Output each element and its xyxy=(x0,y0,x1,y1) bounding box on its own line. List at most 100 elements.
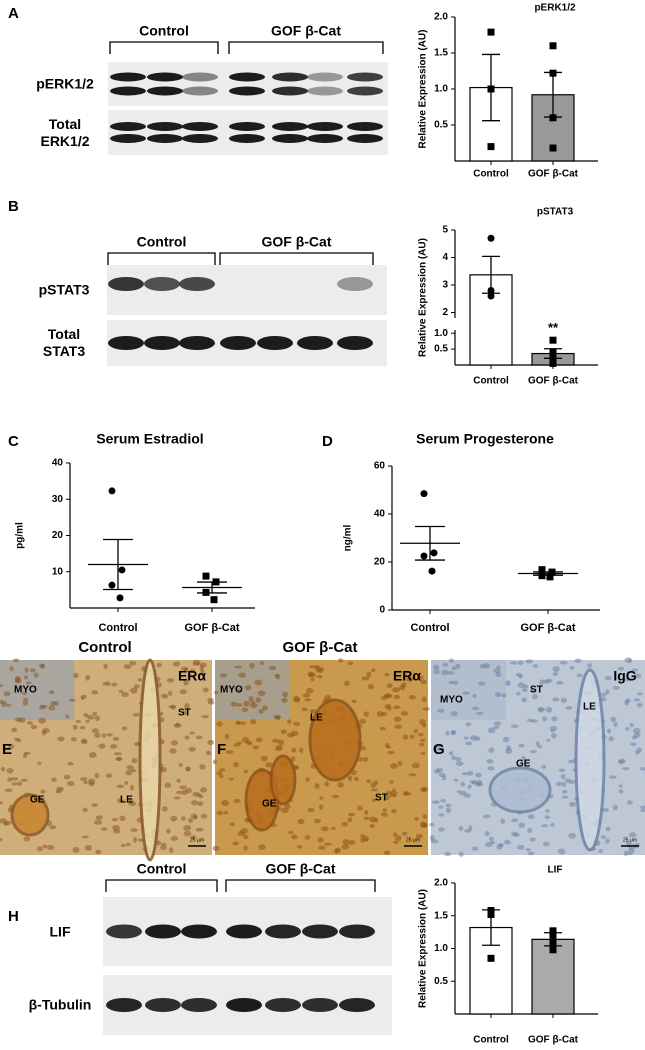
nucleus xyxy=(559,660,568,665)
nucleus xyxy=(556,680,564,685)
nucleus xyxy=(389,780,394,784)
nucleus xyxy=(170,815,178,822)
nucleus xyxy=(496,843,503,850)
nucleus xyxy=(610,716,617,723)
nucleus xyxy=(539,679,545,686)
nucleus xyxy=(555,781,563,787)
nucleus xyxy=(529,837,536,842)
nucleus xyxy=(254,679,263,686)
nucleus xyxy=(551,732,557,739)
nucleus xyxy=(23,675,29,680)
nucleus xyxy=(433,669,441,675)
blot-band xyxy=(182,86,218,96)
nucleus xyxy=(23,836,31,842)
nucleus xyxy=(633,698,640,702)
nucleus xyxy=(130,769,137,773)
data-point xyxy=(549,946,557,954)
nucleus xyxy=(386,683,393,689)
nucleus xyxy=(632,727,641,734)
blot-band xyxy=(307,72,343,82)
nucleus xyxy=(635,750,640,755)
nucleus xyxy=(216,721,223,727)
data-point xyxy=(487,85,495,93)
nucleus xyxy=(363,816,370,820)
nucleus xyxy=(629,722,634,728)
nucleus xyxy=(363,711,370,717)
nucleus xyxy=(81,835,89,839)
x-tick-label: GOF β-Cat xyxy=(528,1035,579,1046)
gland xyxy=(269,754,297,806)
nucleus xyxy=(86,715,95,720)
nucleus xyxy=(420,751,426,756)
nucleus xyxy=(505,748,513,754)
nucleus xyxy=(293,721,301,726)
nucleus xyxy=(535,741,540,746)
nucleus xyxy=(343,680,350,687)
nucleus xyxy=(275,674,280,680)
nucleus xyxy=(525,659,534,664)
nucleus xyxy=(181,816,186,821)
panel-letter: G xyxy=(433,741,445,758)
blot-row-label: Total STAT3 xyxy=(42,326,86,359)
nucleus xyxy=(223,811,229,815)
nucleus xyxy=(314,782,320,789)
nucleus xyxy=(111,817,118,822)
nucleus xyxy=(111,682,118,687)
nucleus xyxy=(29,668,36,673)
nucleus xyxy=(576,673,583,678)
blot-band xyxy=(226,924,262,939)
nucleus xyxy=(252,745,259,750)
nucleus xyxy=(101,827,108,831)
nucleus xyxy=(373,817,379,823)
nucleus xyxy=(116,798,124,804)
nucleus xyxy=(191,800,198,806)
chart-title: pERK1/2 xyxy=(534,3,576,14)
y-tick-label: 10 xyxy=(52,566,64,577)
nucleus xyxy=(249,702,258,709)
y-tick-label: 3 xyxy=(442,280,448,291)
nucleus xyxy=(319,796,324,800)
nucleus xyxy=(521,697,527,703)
nucleus xyxy=(324,694,332,701)
nucleus xyxy=(307,807,315,813)
nucleus xyxy=(417,732,424,737)
nucleus xyxy=(131,758,138,764)
blot-band xyxy=(144,277,180,291)
data-point xyxy=(202,588,210,596)
nucleus xyxy=(308,672,316,678)
nucleus xyxy=(92,711,97,716)
nucleus xyxy=(200,787,208,793)
nucleus xyxy=(433,768,440,774)
blot-band xyxy=(297,336,333,350)
blot-band xyxy=(179,336,215,350)
nucleus xyxy=(241,721,246,726)
nucleus xyxy=(541,764,547,769)
nucleus xyxy=(402,734,409,740)
nucleus xyxy=(72,724,78,730)
nucleus xyxy=(631,668,639,672)
nucleus xyxy=(156,662,162,668)
nucleus xyxy=(317,837,324,843)
nucleus xyxy=(16,781,23,786)
nucleus xyxy=(185,787,193,794)
nucleus xyxy=(496,665,501,670)
data-point xyxy=(549,359,557,367)
nucleus xyxy=(6,767,14,774)
stain-label: ERα xyxy=(393,668,421,684)
nucleus xyxy=(91,728,100,734)
data-point xyxy=(549,931,557,939)
nucleus xyxy=(237,830,245,837)
nucleus xyxy=(384,795,390,801)
nucleus xyxy=(482,814,491,819)
nucleus xyxy=(268,665,277,671)
nucleus xyxy=(299,747,304,754)
nucleus xyxy=(94,715,100,722)
nucleus xyxy=(164,782,172,788)
nucleus xyxy=(40,789,46,794)
nucleus xyxy=(21,691,27,696)
nucleus xyxy=(608,775,617,779)
y-tick-label: 1.5 xyxy=(434,910,448,921)
blot-band xyxy=(337,277,373,291)
blot-band xyxy=(307,134,343,143)
blot-row-label: pSTAT3 xyxy=(38,281,90,298)
